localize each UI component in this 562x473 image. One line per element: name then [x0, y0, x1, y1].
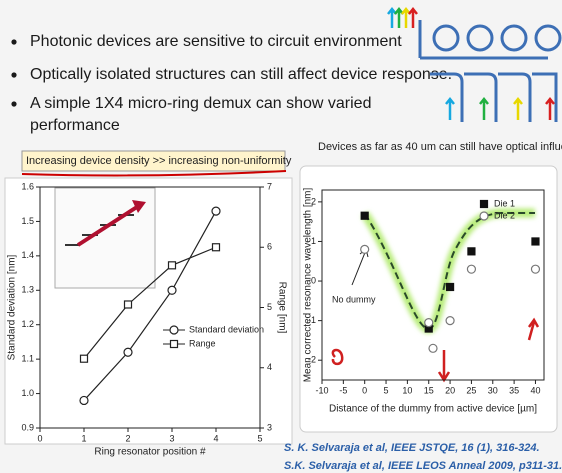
ring: [466, 24, 494, 52]
marker: [123, 300, 133, 309]
marker: [428, 343, 438, 353]
legend-label: Die 1: [494, 198, 515, 208]
bullets: Photonic devices are sensitive to circui…: [11, 33, 452, 134]
y-tick-label: 0.9: [21, 422, 34, 432]
legend-marker: [479, 199, 489, 209]
caption: Devices as far as 40 um can still have o…: [318, 141, 562, 153]
y2-tick-label: 3: [267, 422, 272, 432]
marker: [531, 237, 540, 246]
x-tick-label: 1: [81, 433, 86, 443]
marker: [424, 318, 434, 328]
chart-panel: [299, 165, 558, 433]
marker: [169, 339, 179, 349]
marker: [169, 325, 179, 335]
series-line: [83, 246, 217, 360]
x-tick-label: 0: [37, 433, 42, 443]
drop-waveguide: [498, 72, 532, 122]
x-tick-label: 4: [213, 433, 218, 443]
marker: [79, 395, 89, 406]
inset-figure: [54, 187, 156, 289]
y-tick-label: 1.2: [21, 319, 34, 329]
y-tick-label: 1.0: [21, 388, 34, 398]
reference: S.K. Selvaraja et al, IEEE LEOS Anneal 2…: [284, 460, 562, 472]
marker: [467, 247, 476, 256]
y2-tick-label: 4: [267, 362, 272, 372]
bullet-text: A simple 1X4 micro-ring demux can show v…: [30, 95, 371, 112]
x-tick-label: 2: [125, 433, 130, 443]
y-tick-label: -2: [308, 355, 316, 365]
y-axis-label: Mean corrected resonance wavelength [nm]: [303, 188, 314, 383]
marker: [79, 354, 89, 363]
annotation: No dummy: [332, 294, 376, 304]
drop-waveguide: [464, 72, 498, 122]
y-tick-label: 1.5: [21, 216, 34, 226]
y2-axis-label: Range [nm]: [276, 282, 287, 334]
marker: [123, 347, 133, 357]
legend-label: Range: [189, 338, 216, 348]
x-tick-label: 20: [445, 385, 455, 395]
wavelength-arrows: [387, 6, 555, 120]
bullet-text: Photonic devices are sensitive to circui…: [30, 33, 402, 50]
ring: [534, 24, 562, 52]
y2-tick-label: 6: [267, 242, 272, 252]
x-tick-label: 40: [530, 385, 540, 395]
marker: [360, 244, 370, 254]
drop-waveguide: [532, 72, 558, 122]
legend-label: Standard deviation: [189, 324, 264, 334]
bullet-dot: [11, 72, 17, 78]
marker: [445, 316, 455, 326]
bullet-text: performance: [30, 117, 120, 134]
legend-marker: [479, 211, 489, 221]
x-axis-label: Distance of the dummy from active device…: [329, 404, 537, 415]
y-axis-label: Standard deviation [nm]: [7, 254, 18, 360]
series-line: [83, 210, 217, 401]
marker: [360, 211, 369, 220]
caption-box: [21, 150, 286, 172]
marker: [211, 243, 221, 252]
plot-frame: [321, 189, 545, 381]
marker: [167, 285, 177, 295]
underline-scribble: [21, 170, 287, 177]
drop-waveguide: [430, 72, 464, 122]
y-tick-label: 1.1: [21, 354, 34, 364]
y-tick-label: 0: [311, 275, 316, 285]
y-tick-label: 1.3: [21, 285, 34, 295]
marker: [530, 264, 541, 274]
x-tick-label: 10: [402, 385, 412, 395]
bullet-dot: [11, 101, 17, 107]
ring: [500, 24, 528, 52]
x-tick-label: -10: [315, 385, 328, 395]
y-tick-label: 2: [311, 196, 316, 206]
marker: [445, 282, 455, 292]
y-tick-label: 1.4: [21, 250, 34, 260]
bullet-dot: [11, 39, 17, 45]
y-tick-label: 1.6: [21, 181, 34, 191]
x-axis-label: Ring resonator position #: [94, 447, 206, 458]
x-tick-label: 5: [257, 433, 262, 443]
caption: Increasing device density >> increasing …: [26, 155, 292, 167]
x-tick-label: -5: [339, 385, 347, 395]
ring: [432, 24, 460, 52]
y2-tick-label: 7: [267, 181, 272, 191]
trend-line: [364, 212, 535, 331]
x-tick-label: 15: [424, 385, 434, 395]
x-tick-label: 3: [169, 433, 174, 443]
x-tick-label: 5: [384, 385, 389, 395]
y-tick-label: 1: [311, 236, 316, 246]
legend-label: Die 2: [494, 210, 515, 220]
x-tick-label: 25: [466, 385, 476, 395]
marker: [211, 206, 221, 216]
ring-diagram: [418, 20, 562, 122]
marker: [466, 264, 477, 274]
bullet-text: Optically isolated structures can still …: [30, 66, 452, 83]
y-tick-label: -1: [308, 315, 316, 325]
x-tick-label: 0: [362, 385, 367, 395]
x-tick-label: 30: [488, 385, 498, 395]
marker: [167, 261, 177, 270]
x-tick-label: 35: [509, 385, 519, 395]
y2-tick-label: 5: [267, 302, 272, 312]
reference: S. K. Selvaraja et al, IEEE JSTQE, 16 (1…: [284, 442, 540, 454]
